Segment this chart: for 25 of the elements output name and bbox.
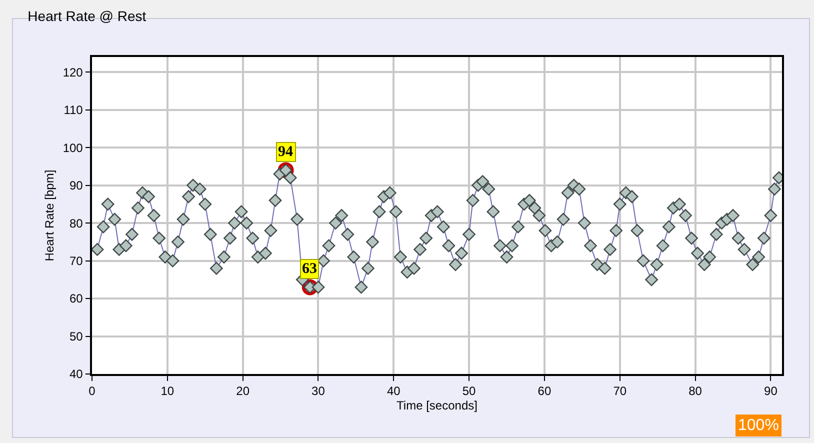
- y-tick-label: 100: [62, 140, 84, 155]
- x-tick-label: 0: [88, 384, 96, 398]
- x-tick-label: 80: [688, 384, 702, 398]
- x-tick-label: 10: [160, 384, 174, 398]
- x-tick-label: 70: [613, 384, 627, 398]
- y-tick-label: 90: [69, 178, 84, 193]
- x-axis-title: Time [seconds]: [396, 398, 478, 413]
- y-tick-label: 120: [62, 65, 84, 80]
- x-tick-label: 40: [386, 384, 401, 398]
- x-tick-label: 50: [462, 384, 476, 398]
- y-tick-label: 70: [69, 254, 84, 268]
- y-tick-label: 110: [64, 103, 84, 118]
- annotation: 94: [278, 144, 294, 160]
- x-tick-label: 90: [764, 384, 778, 398]
- chart-title: Heart Rate @ Rest: [28, 8, 146, 24]
- y-tick-label: 50: [69, 329, 84, 344]
- x-tick-label: 30: [312, 384, 326, 398]
- y-tick-label: 80: [69, 216, 84, 230]
- y-axis-title: Heart Rate [bpm]: [42, 170, 57, 262]
- y-tick-label: 60: [69, 292, 84, 306]
- x-tick-label: 60: [538, 384, 552, 398]
- x-tick-label: 20: [236, 384, 250, 398]
- text: 100%: [738, 417, 779, 434]
- annotation: 63: [302, 261, 317, 277]
- y-tick-label: 40: [69, 367, 84, 382]
